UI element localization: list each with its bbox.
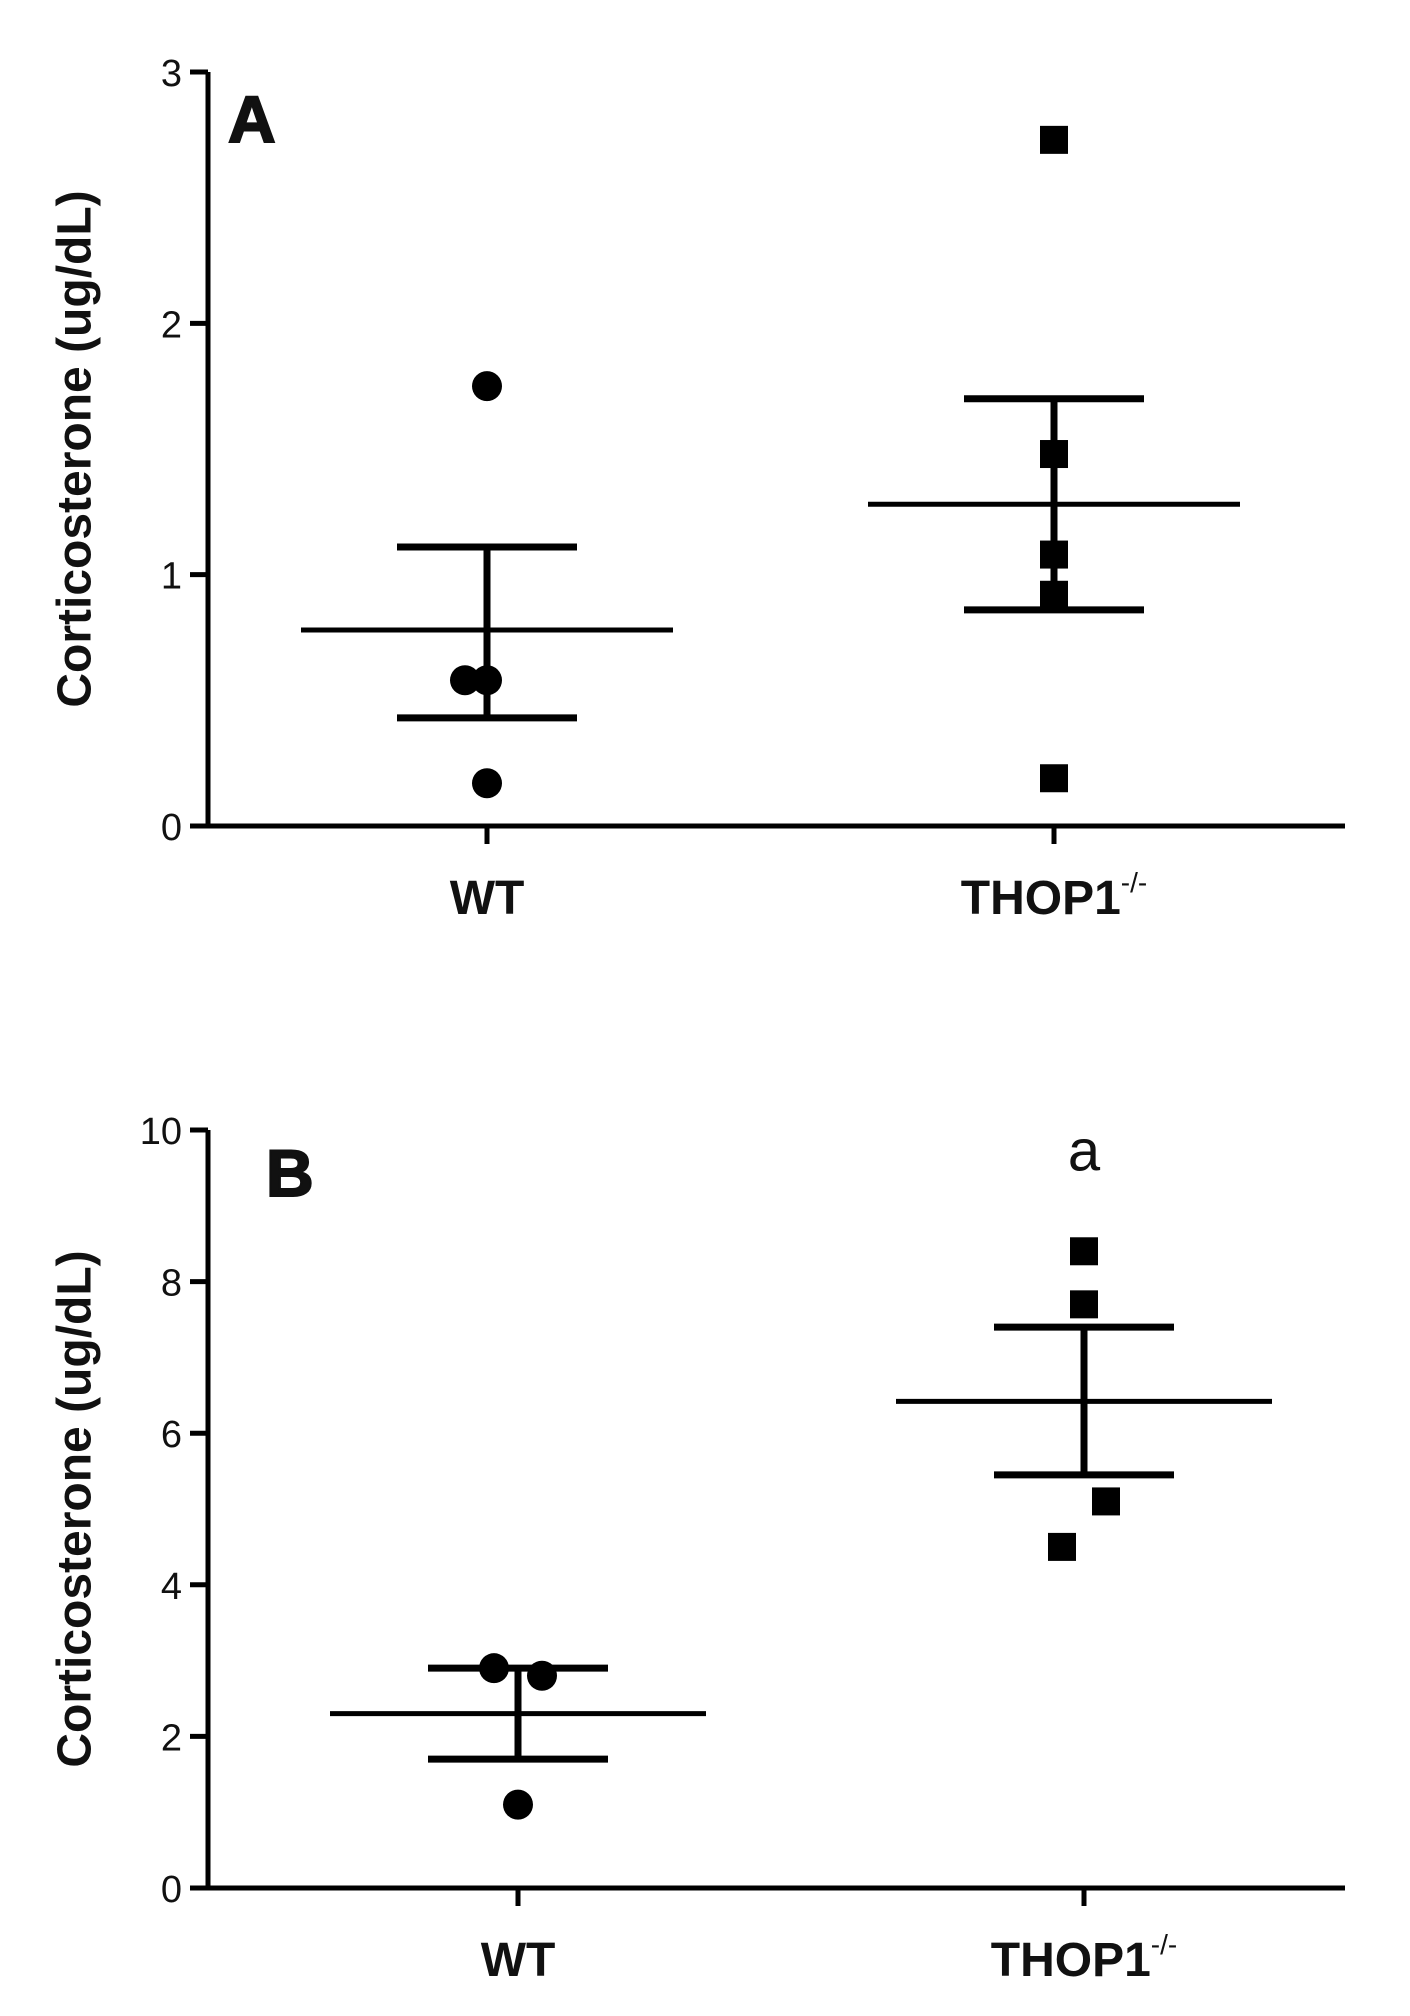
data-point xyxy=(472,371,502,402)
data-point xyxy=(1070,1237,1098,1266)
x-tick-label: WT xyxy=(450,872,525,925)
data-point xyxy=(1040,440,1068,469)
data-point xyxy=(1040,125,1068,154)
y-tick-label: 2 xyxy=(161,304,182,346)
y-axis-label: Corticosterone (ug/dL) xyxy=(49,190,102,707)
data-point xyxy=(1048,1532,1076,1561)
y-tick-label: 0 xyxy=(161,1869,182,1911)
y-tick-label: 10 xyxy=(140,1111,182,1153)
x-tick-group: WT THOP1-/- xyxy=(450,826,1147,925)
data-point xyxy=(472,665,502,696)
marks-group xyxy=(301,125,1240,799)
panel-label: A xyxy=(228,82,276,156)
data-point xyxy=(1040,764,1068,793)
panel-b: 0 2 4 6 8 10 WT THOP1-/- a Corticosterone (ug/… xyxy=(49,1111,1345,1987)
x-tick-label: THOP1-/- xyxy=(991,1929,1177,1987)
data-point xyxy=(479,1653,509,1684)
y-tick-group: 0 1 2 3 xyxy=(161,53,208,849)
x-tick-group: WT THOP1-/- xyxy=(481,1888,1177,1987)
x-tick-label: THOP1-/- xyxy=(961,867,1147,925)
marks-group: a xyxy=(330,1119,1272,1820)
panel-a: 0 1 2 3 WT THOP1-/- Corticosterone (ug/dL) A xyxy=(49,53,1345,925)
data-point xyxy=(450,665,480,696)
y-tick-label: 2 xyxy=(161,1717,182,1759)
x-tick-label: WT xyxy=(481,1934,556,1987)
data-point xyxy=(1040,580,1068,609)
y-tick-label: 4 xyxy=(161,1566,182,1608)
y-tick-label: 3 xyxy=(161,53,182,95)
y-tick-label: 6 xyxy=(161,1414,182,1456)
data-point xyxy=(1040,540,1068,569)
y-tick-label: 8 xyxy=(161,1263,182,1305)
data-point xyxy=(527,1660,557,1691)
y-tick-label: 1 xyxy=(161,556,182,598)
significance-annotation: a xyxy=(1068,1119,1101,1184)
y-tick-group: 0 2 4 6 8 10 xyxy=(140,1111,208,1911)
data-point xyxy=(1092,1487,1120,1516)
data-point xyxy=(1070,1290,1098,1319)
y-axis-label: Corticosterone (ug/dL) xyxy=(49,1250,102,1767)
panel-label: B xyxy=(266,1136,314,1210)
y-tick-label: 0 xyxy=(161,807,182,849)
data-point xyxy=(503,1789,533,1820)
data-point xyxy=(472,768,502,799)
